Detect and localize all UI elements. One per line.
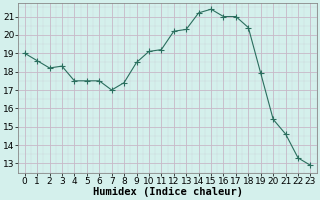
X-axis label: Humidex (Indice chaleur): Humidex (Indice chaleur) [92, 187, 243, 197]
